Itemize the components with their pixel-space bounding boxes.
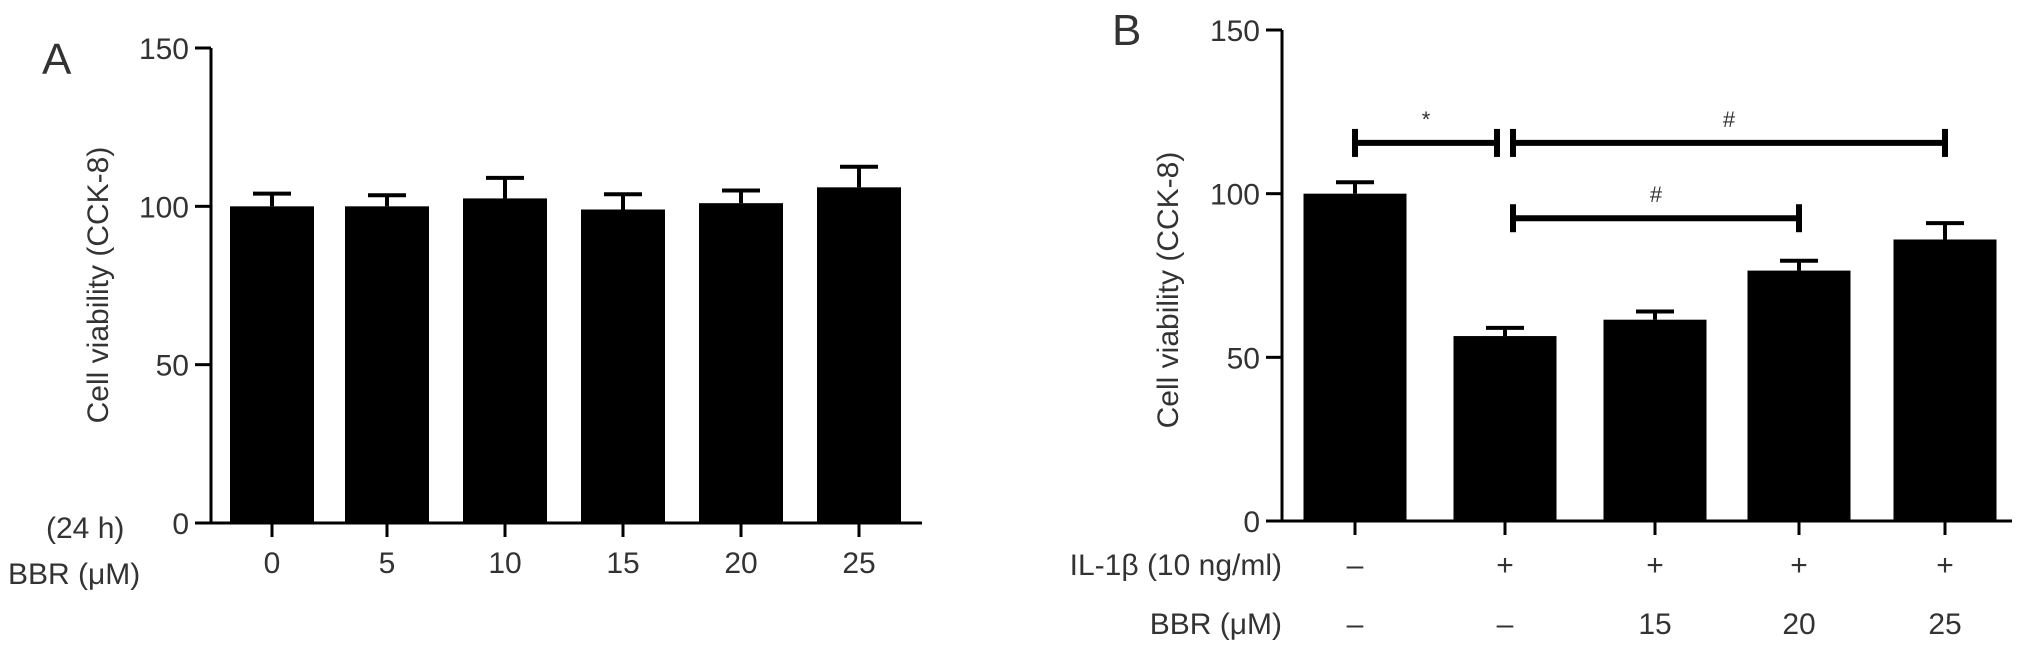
bar (1603, 319, 1707, 521)
condition-row-label: IL-1β (10 ng/ml) (1070, 549, 1282, 582)
x-tick-label: 10 (488, 547, 521, 580)
panel-label: B (1112, 6, 1141, 55)
bar (230, 206, 314, 524)
bar (1303, 193, 1407, 521)
bar (345, 206, 429, 524)
y-tick-label: 50 (156, 350, 189, 383)
y-tick-label: 150 (1210, 15, 1260, 48)
y-axis-label: Cell viability (CCK-8) (82, 147, 115, 424)
y-tick-label: 150 (139, 33, 189, 66)
condition-value: 20 (1782, 608, 1815, 641)
y-tick-label: 100 (139, 191, 189, 224)
condition-value: – (1497, 608, 1514, 641)
row-label: BBR (μM) (8, 558, 140, 591)
x-tick-label: 20 (724, 547, 757, 580)
y-tick-label: 50 (1227, 342, 1260, 375)
condition-value: + (1936, 549, 1954, 582)
row-label: (24 h) (46, 512, 124, 545)
y-tick-label: 0 (1243, 506, 1260, 539)
condition-row-label: BBR (μM) (1150, 608, 1282, 641)
y-tick-label: 100 (1210, 179, 1260, 212)
condition-value: 25 (1928, 608, 1961, 641)
bar (1453, 336, 1557, 521)
condition-value: + (1790, 549, 1808, 582)
condition-value: 15 (1638, 608, 1671, 641)
bar (817, 187, 901, 524)
bar (699, 203, 783, 523)
x-tick-label: 15 (606, 547, 639, 580)
panel-b: B Cell viability (CCK-8) 0 50 100 150 IL-1β (1… (1070, 6, 2012, 641)
bar (581, 209, 665, 523)
panel-label: A (42, 35, 72, 84)
condition-value: + (1496, 549, 1514, 582)
x-tick-label: 25 (842, 547, 875, 580)
condition-value: + (1646, 549, 1664, 582)
x-tick-label: 5 (379, 547, 396, 580)
significance-label: # (1723, 107, 1736, 132)
panel-a: A Cell viability (CCK-8) 0 50 100 150 0 5 10 15 20… (8, 33, 922, 591)
bar (1747, 270, 1851, 521)
condition-value: – (1347, 549, 1364, 582)
y-tick-label: 0 (172, 508, 189, 541)
bar (463, 198, 547, 523)
significance-label: * (1422, 107, 1431, 132)
x-tick-label: 0 (264, 547, 281, 580)
condition-value: – (1347, 608, 1364, 641)
significance-label: # (1650, 182, 1663, 207)
y-axis-label: Cell viability (CCK-8) (1152, 152, 1185, 429)
bar (1893, 239, 1997, 521)
